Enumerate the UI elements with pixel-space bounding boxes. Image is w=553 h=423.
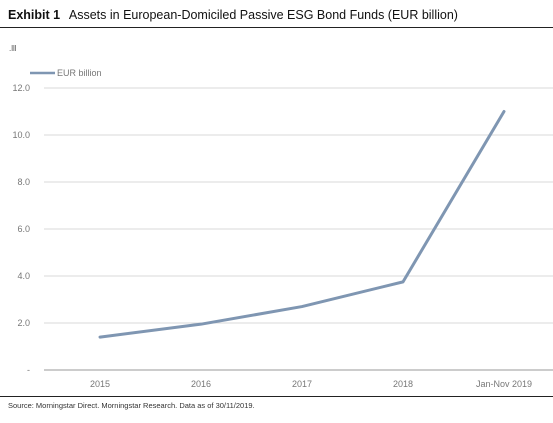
x-tick-label: Jan-Nov 2019	[476, 379, 532, 389]
source-note: Source: Morningstar Direct. Morningstar …	[8, 401, 255, 410]
y-tick-label: 2.0	[17, 318, 30, 328]
exhibit-label: Exhibit 1	[8, 8, 61, 22]
y-tick-label: -	[27, 365, 30, 375]
chart-title: Assets in European-Domiciled Passive ESG…	[68, 8, 458, 22]
x-tick-label: 2017	[292, 379, 312, 389]
axes: - 2.0 4.0 6.0 8.0 10.0 12.0 2015 2016 2017 2018 Jan…	[12, 83, 553, 389]
x-tick-label: 2015	[90, 379, 110, 389]
y-tick-label: 8.0	[17, 177, 30, 187]
y-tick-label: 4.0	[17, 271, 30, 281]
gridlines	[44, 87, 553, 324]
y-tick-label: 10.0	[12, 130, 30, 140]
legend-label: EUR billion	[57, 68, 102, 78]
series-line	[98, 110, 506, 339]
x-tick-label: 2018	[393, 379, 413, 389]
title-divider	[0, 27, 553, 28]
y-tick-label: 12.0	[12, 83, 30, 93]
y-tick-label: 6.0	[17, 224, 30, 234]
series-layer	[98, 110, 506, 339]
footer-divider	[0, 396, 553, 397]
line-chart: .lll - 2.0 4.0 6.0 8.0 10.0 12.0 2015 2016 2017 20…	[9, 44, 553, 389]
legend: EUR billion	[30, 68, 102, 78]
chart-menu-icon: .lll	[9, 44, 17, 53]
chart-title-row: Exhibit 1 Assets in European-Domiciled P…	[8, 8, 458, 22]
x-tick-label: 2016	[191, 379, 211, 389]
